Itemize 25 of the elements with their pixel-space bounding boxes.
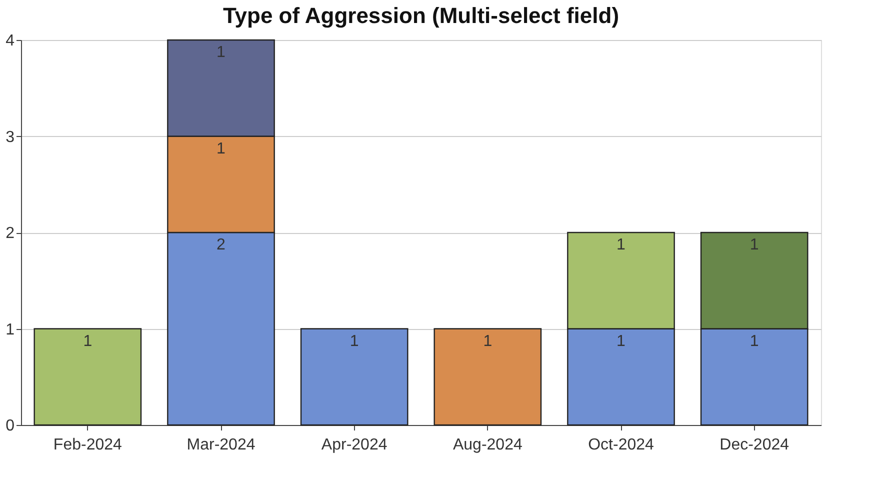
x-tick-label: Apr-2024 xyxy=(321,436,388,454)
chart-title: Type of Aggression (Multi-select field) xyxy=(222,3,620,28)
data-label: 1 xyxy=(350,332,359,350)
data-label: 1 xyxy=(750,236,759,254)
bar xyxy=(34,328,142,426)
bar xyxy=(434,328,542,426)
data-label: 1 xyxy=(83,332,92,350)
data-label: 1 xyxy=(750,332,759,350)
data-label: 1 xyxy=(616,332,626,350)
x-tick-label: Dec-2024 xyxy=(720,436,790,454)
x-tick-label: Feb-2024 xyxy=(53,436,122,454)
y-tick-label: 2 xyxy=(6,225,15,242)
x-tick-label: Mar-2024 xyxy=(186,436,256,454)
x-tick-label: Oct-2024 xyxy=(588,436,654,454)
data-label: 1 xyxy=(216,140,226,158)
data-label: 1 xyxy=(483,332,492,350)
x-tick-label: Aug-2024 xyxy=(452,436,522,454)
y-tick-label: 3 xyxy=(6,128,15,146)
y-tick-label: 1 xyxy=(6,321,15,338)
y-tick-label: 4 xyxy=(6,32,15,50)
data-label: 2 xyxy=(216,236,226,254)
data-label: 1 xyxy=(616,236,626,254)
bar xyxy=(300,328,408,426)
y-tick-label: 0 xyxy=(6,418,15,434)
data-label: 1 xyxy=(216,44,226,61)
